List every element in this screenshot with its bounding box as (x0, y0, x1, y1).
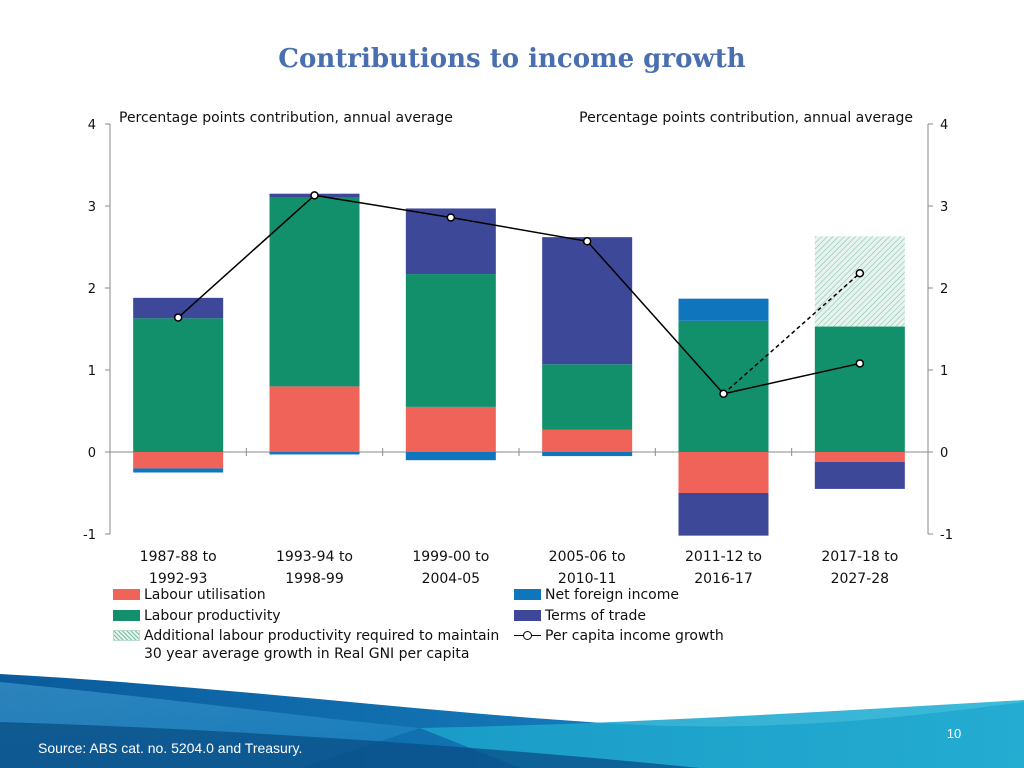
category-label-line-2: 2004-05 (422, 571, 481, 587)
bar-segment-labour-utilisation (814, 452, 905, 462)
category-label-line-2: 2010-11 (558, 571, 617, 587)
left-axis-label: Percentage points contribution, annual a… (119, 110, 453, 126)
category-label-line-1: 1993-94 to (276, 549, 353, 565)
income-growth-dashed-point (855, 268, 865, 278)
income-growth-line (177, 194, 860, 395)
legend-item-labour-productivity: Labour productivity (113, 607, 499, 628)
legend-item-labour-utilisation: Labour utilisation (113, 586, 499, 607)
bar-segment-labour-productivity (405, 274, 496, 407)
legend-item-per-capita-income-growth: Per capita income growth (514, 627, 724, 648)
income-growth-point (719, 389, 728, 399)
bar-segment-labour-utilisation (133, 452, 224, 469)
category-label-line-1: 2017-18 to (821, 549, 898, 565)
bar-segment-terms-of-trade (678, 493, 769, 536)
right-y-tick-label: 1 (940, 364, 948, 379)
additional-productivity-swatch (113, 630, 140, 641)
line-marker-swatch (514, 627, 541, 645)
right-y-tick-label: 0 (940, 446, 948, 461)
legend-item-terms-of-trade: Terms of trade (514, 607, 724, 628)
legend-label-line-1: Additional labour productivity required … (144, 628, 500, 644)
right-axis-label: Percentage points contribution, annual a… (579, 110, 913, 126)
bar-segment-terms-of-trade (542, 237, 633, 365)
category-label-line-2: 1998-99 (285, 571, 344, 587)
category-label-line-1: 1987-88 to (140, 549, 217, 565)
bar-segment-labour-utilisation (678, 452, 769, 493)
labour-productivity-swatch (113, 609, 140, 621)
legend-item-net-foreign-income: Net foreign income (514, 586, 724, 607)
bar-segment-labour-productivity (133, 318, 224, 452)
bars-group (133, 193, 905, 536)
plot-frame (105, 123, 933, 535)
legend-label: Net foreign income (545, 587, 679, 603)
legend-right: Net foreign income Terms of trade Per ca… (514, 586, 724, 648)
legend-label: Additional labour productivity required … (144, 627, 499, 663)
income-growth-dashed-line (723, 272, 861, 395)
right-y-tick-label: 2 (940, 282, 948, 297)
right-y-tick-label: 4 (940, 118, 948, 133)
bar-segment-net-foreign-income (678, 298, 769, 321)
income-growth-point (582, 237, 592, 246)
bar-segment-additional (814, 236, 905, 327)
bar-segment-labour-utilisation (269, 386, 360, 452)
left-y-tick-label: 0 (88, 446, 96, 461)
legend-label: Labour utilisation (144, 587, 266, 603)
terms-of-trade-swatch (514, 609, 541, 621)
income-growth-point (446, 213, 456, 222)
bar-segment-terms-of-trade (814, 461, 905, 489)
category-label-line-2: 1992-93 (149, 571, 208, 587)
bar-segment-terms-of-trade (133, 297, 224, 319)
category-label-line-2: 2027-28 (831, 571, 890, 587)
income-line-group (173, 191, 865, 399)
source-note: Source: ABS cat. no. 5204.0 and Treasury… (38, 740, 303, 756)
income-growth-point (855, 359, 865, 368)
left-y-tick-label: 2 (88, 282, 96, 297)
legend-label-line-2: 30 year average growth in Real GNI per c… (144, 646, 470, 662)
category-label-line-2: 2016-17 (694, 571, 753, 587)
bar-segment-labour-productivity (542, 364, 633, 430)
category-label-line-1: 2005-06 to (549, 549, 626, 565)
right-y-tick-label: -1 (940, 528, 953, 543)
legend-left: Labour utilisation Labour productivity A… (113, 586, 499, 667)
bar-segment-net-foreign-income (542, 452, 633, 457)
bar-segment-labour-utilisation (405, 406, 496, 452)
left-y-tick-label: 3 (88, 200, 96, 215)
page-number: 10 (946, 726, 962, 741)
bar-segment-labour-utilisation (542, 429, 633, 452)
labour-utilisation-swatch (113, 589, 140, 600)
left-y-tick-label: 1 (88, 364, 96, 379)
category-label-line-1: 2011-12 to (685, 549, 762, 565)
footer-banner (0, 674, 1024, 768)
bar-segment-labour-productivity (814, 326, 905, 452)
bar-segment-net-foreign-income (269, 452, 360, 455)
legend-item-additional-productivity: Additional labour productivity required … (113, 627, 499, 667)
axis-labels-group: -1 -1 0 0 1 1 2 2 3 3 4 4 1987-88 to 1992-93 1993-94 t… (83, 118, 953, 587)
right-y-tick-label: 3 (940, 200, 948, 215)
stacked-bar-chart: -1 -1 0 0 1 1 2 2 3 3 4 4 1987-88 to 1992-93 1993-94 t… (83, 110, 953, 587)
net-foreign-income-swatch (514, 589, 541, 600)
left-y-tick-label: 4 (88, 118, 96, 133)
legend-label: Per capita income growth (545, 628, 724, 644)
bar-segment-labour-productivity (269, 197, 360, 387)
legend-label: Labour productivity (144, 607, 281, 624)
bar-segment-net-foreign-income (405, 452, 496, 461)
left-y-tick-label: -1 (83, 528, 96, 543)
bar-segment-net-foreign-income (133, 468, 224, 473)
income-growth-point (173, 313, 183, 322)
category-label-line-1: 1999-00 to (412, 549, 489, 565)
slide-title: Contributions to income growth (278, 44, 746, 74)
footer-wave-deep (0, 722, 700, 768)
legend-label: Terms of trade (545, 607, 646, 624)
income-growth-point (310, 191, 319, 200)
footer-wave-cyan (420, 700, 1024, 768)
